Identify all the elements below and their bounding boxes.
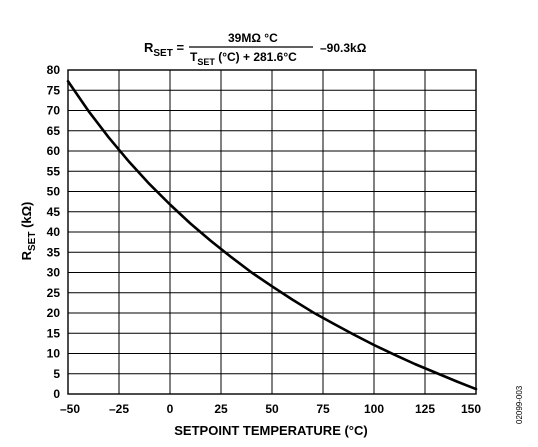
x-axis-title: SETPOINT TEMPERATURE (°C) [174, 423, 367, 438]
y-tick-label: 60 [47, 144, 61, 158]
y-tick-label: 25 [47, 286, 61, 300]
y-tick-label: 20 [47, 306, 61, 320]
y-tick-label: 70 [47, 104, 61, 118]
y-tick-label: 75 [47, 83, 61, 97]
y-tick-label: 45 [47, 205, 61, 219]
y-tick-label: 0 [53, 387, 60, 401]
x-tick-label: 100 [364, 402, 384, 416]
x-tick-label: –25 [109, 402, 129, 416]
x-tick-label: 50 [265, 402, 279, 416]
y-tick-label: 10 [47, 347, 61, 361]
data-series [66, 80, 478, 391]
formula-lhs: R [144, 40, 154, 55]
y-axis-title-main: R [19, 250, 34, 260]
formula-denominator-t: T [190, 50, 198, 64]
y-tick-label: 65 [47, 124, 61, 138]
y-tick-label: 55 [47, 164, 61, 178]
y-tick-label: 35 [47, 245, 61, 259]
x-tick-labels: –50 –25 0 25 50 75 100 125 150 [60, 402, 481, 416]
x-tick-label: 125 [415, 402, 435, 416]
x-tick-label: 150 [461, 402, 481, 416]
y-tick-label: 50 [47, 185, 61, 199]
svg-text:TSET (°C) + 281.6°C: TSET (°C) + 281.6°C [190, 50, 297, 67]
y-tick-labels: 0 5 10 15 20 25 30 35 40 45 50 55 60 65 70 75 80 [47, 63, 61, 401]
x-tick-label: 75 [316, 402, 330, 416]
x-tick-label: –50 [60, 402, 80, 416]
formula-lhs-subscript: SET [153, 48, 172, 59]
y-tick-label: 40 [47, 225, 61, 239]
plot-frame [67, 69, 477, 395]
series-line [66, 80, 478, 391]
y-tick-label: 80 [47, 63, 61, 77]
svg-text:RSET =: RSET = [144, 40, 184, 59]
y-tick-label: 15 [47, 326, 61, 340]
chart-title-formula: RSET = 39MΩ °C TSET (°C) + 281.6°C –90.3… [144, 31, 367, 67]
x-tick-label: 0 [167, 402, 174, 416]
y-axis-title-subscript: SET [27, 232, 38, 251]
x-tick-label: 25 [214, 402, 228, 416]
formula-numerator: 39MΩ °C [228, 31, 278, 45]
y-tick-label: 30 [47, 266, 61, 280]
y-tick-label: 5 [53, 367, 60, 381]
formula-denominator-subscript: SET [197, 57, 215, 67]
formula-denominator-rest: (°C) + 281.6°C [215, 50, 297, 64]
y-axis-title: RSET (kΩ) [19, 202, 38, 261]
figure-id: 02099-003 [515, 385, 524, 424]
formula-offset: –90.3kΩ [320, 41, 367, 55]
y-axis-title-unit: (kΩ) [19, 202, 34, 232]
